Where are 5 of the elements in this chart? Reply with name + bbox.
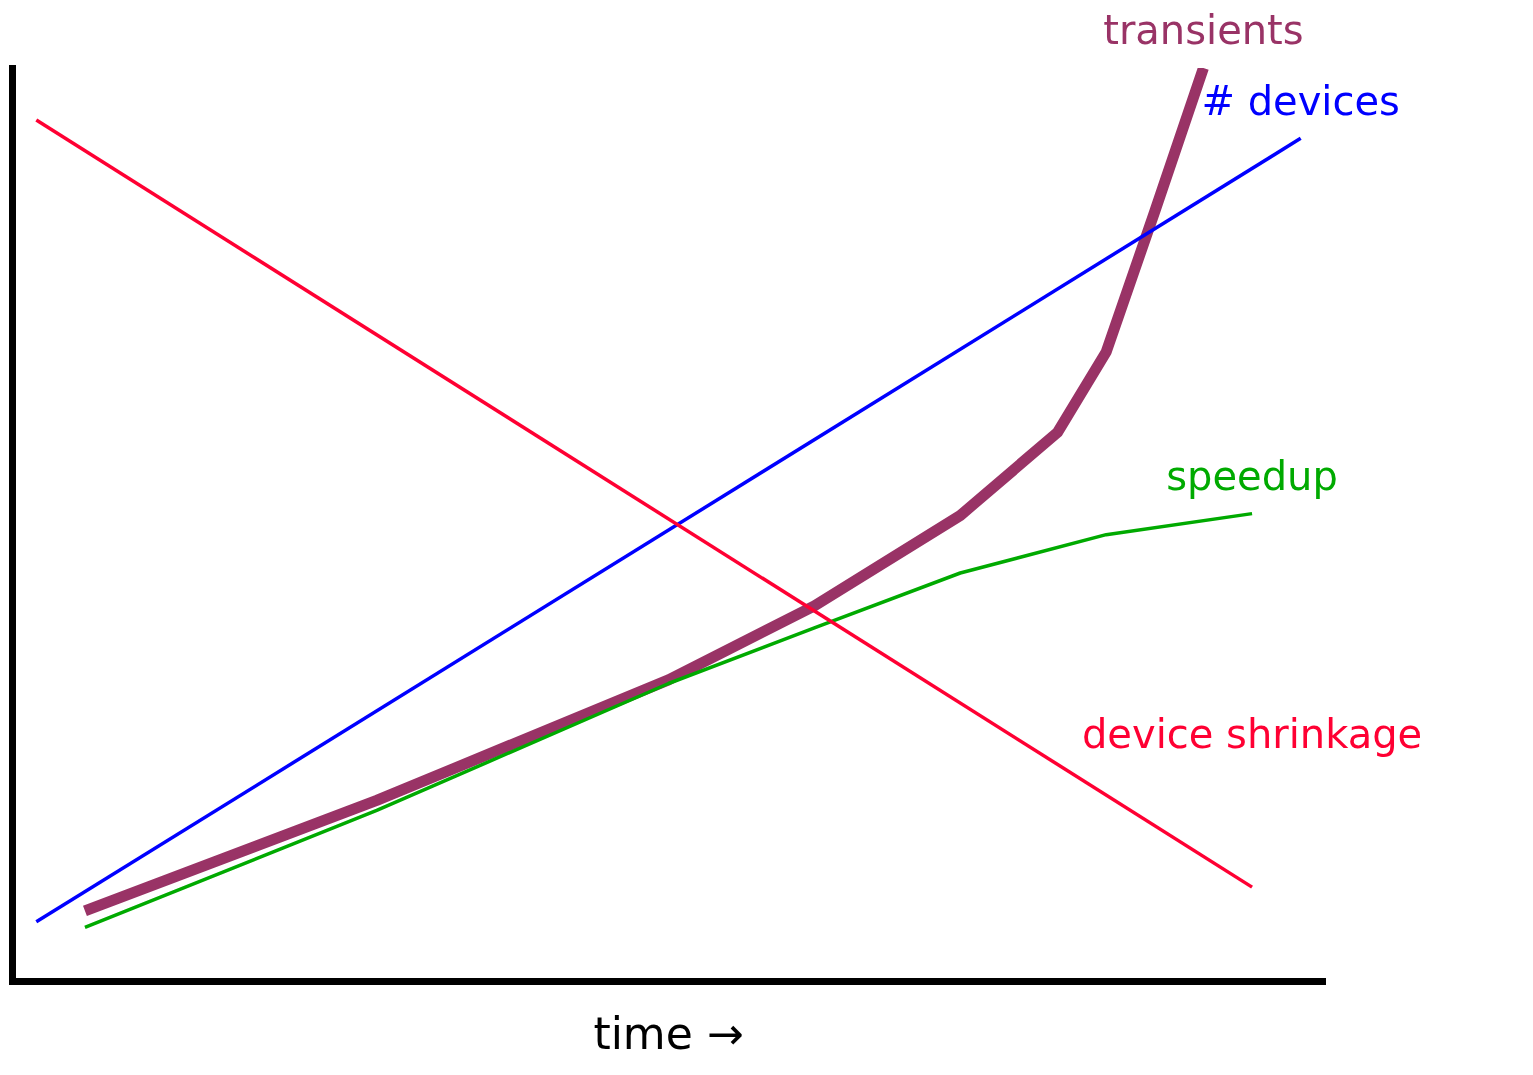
series-label: speedup (1166, 453, 1338, 500)
series-label: device shrinkage (1081, 710, 1423, 757)
series-label: # devices (1201, 77, 1400, 124)
series-label: transients (1103, 7, 1304, 54)
x-axis-title: time → (593, 1008, 744, 1060)
